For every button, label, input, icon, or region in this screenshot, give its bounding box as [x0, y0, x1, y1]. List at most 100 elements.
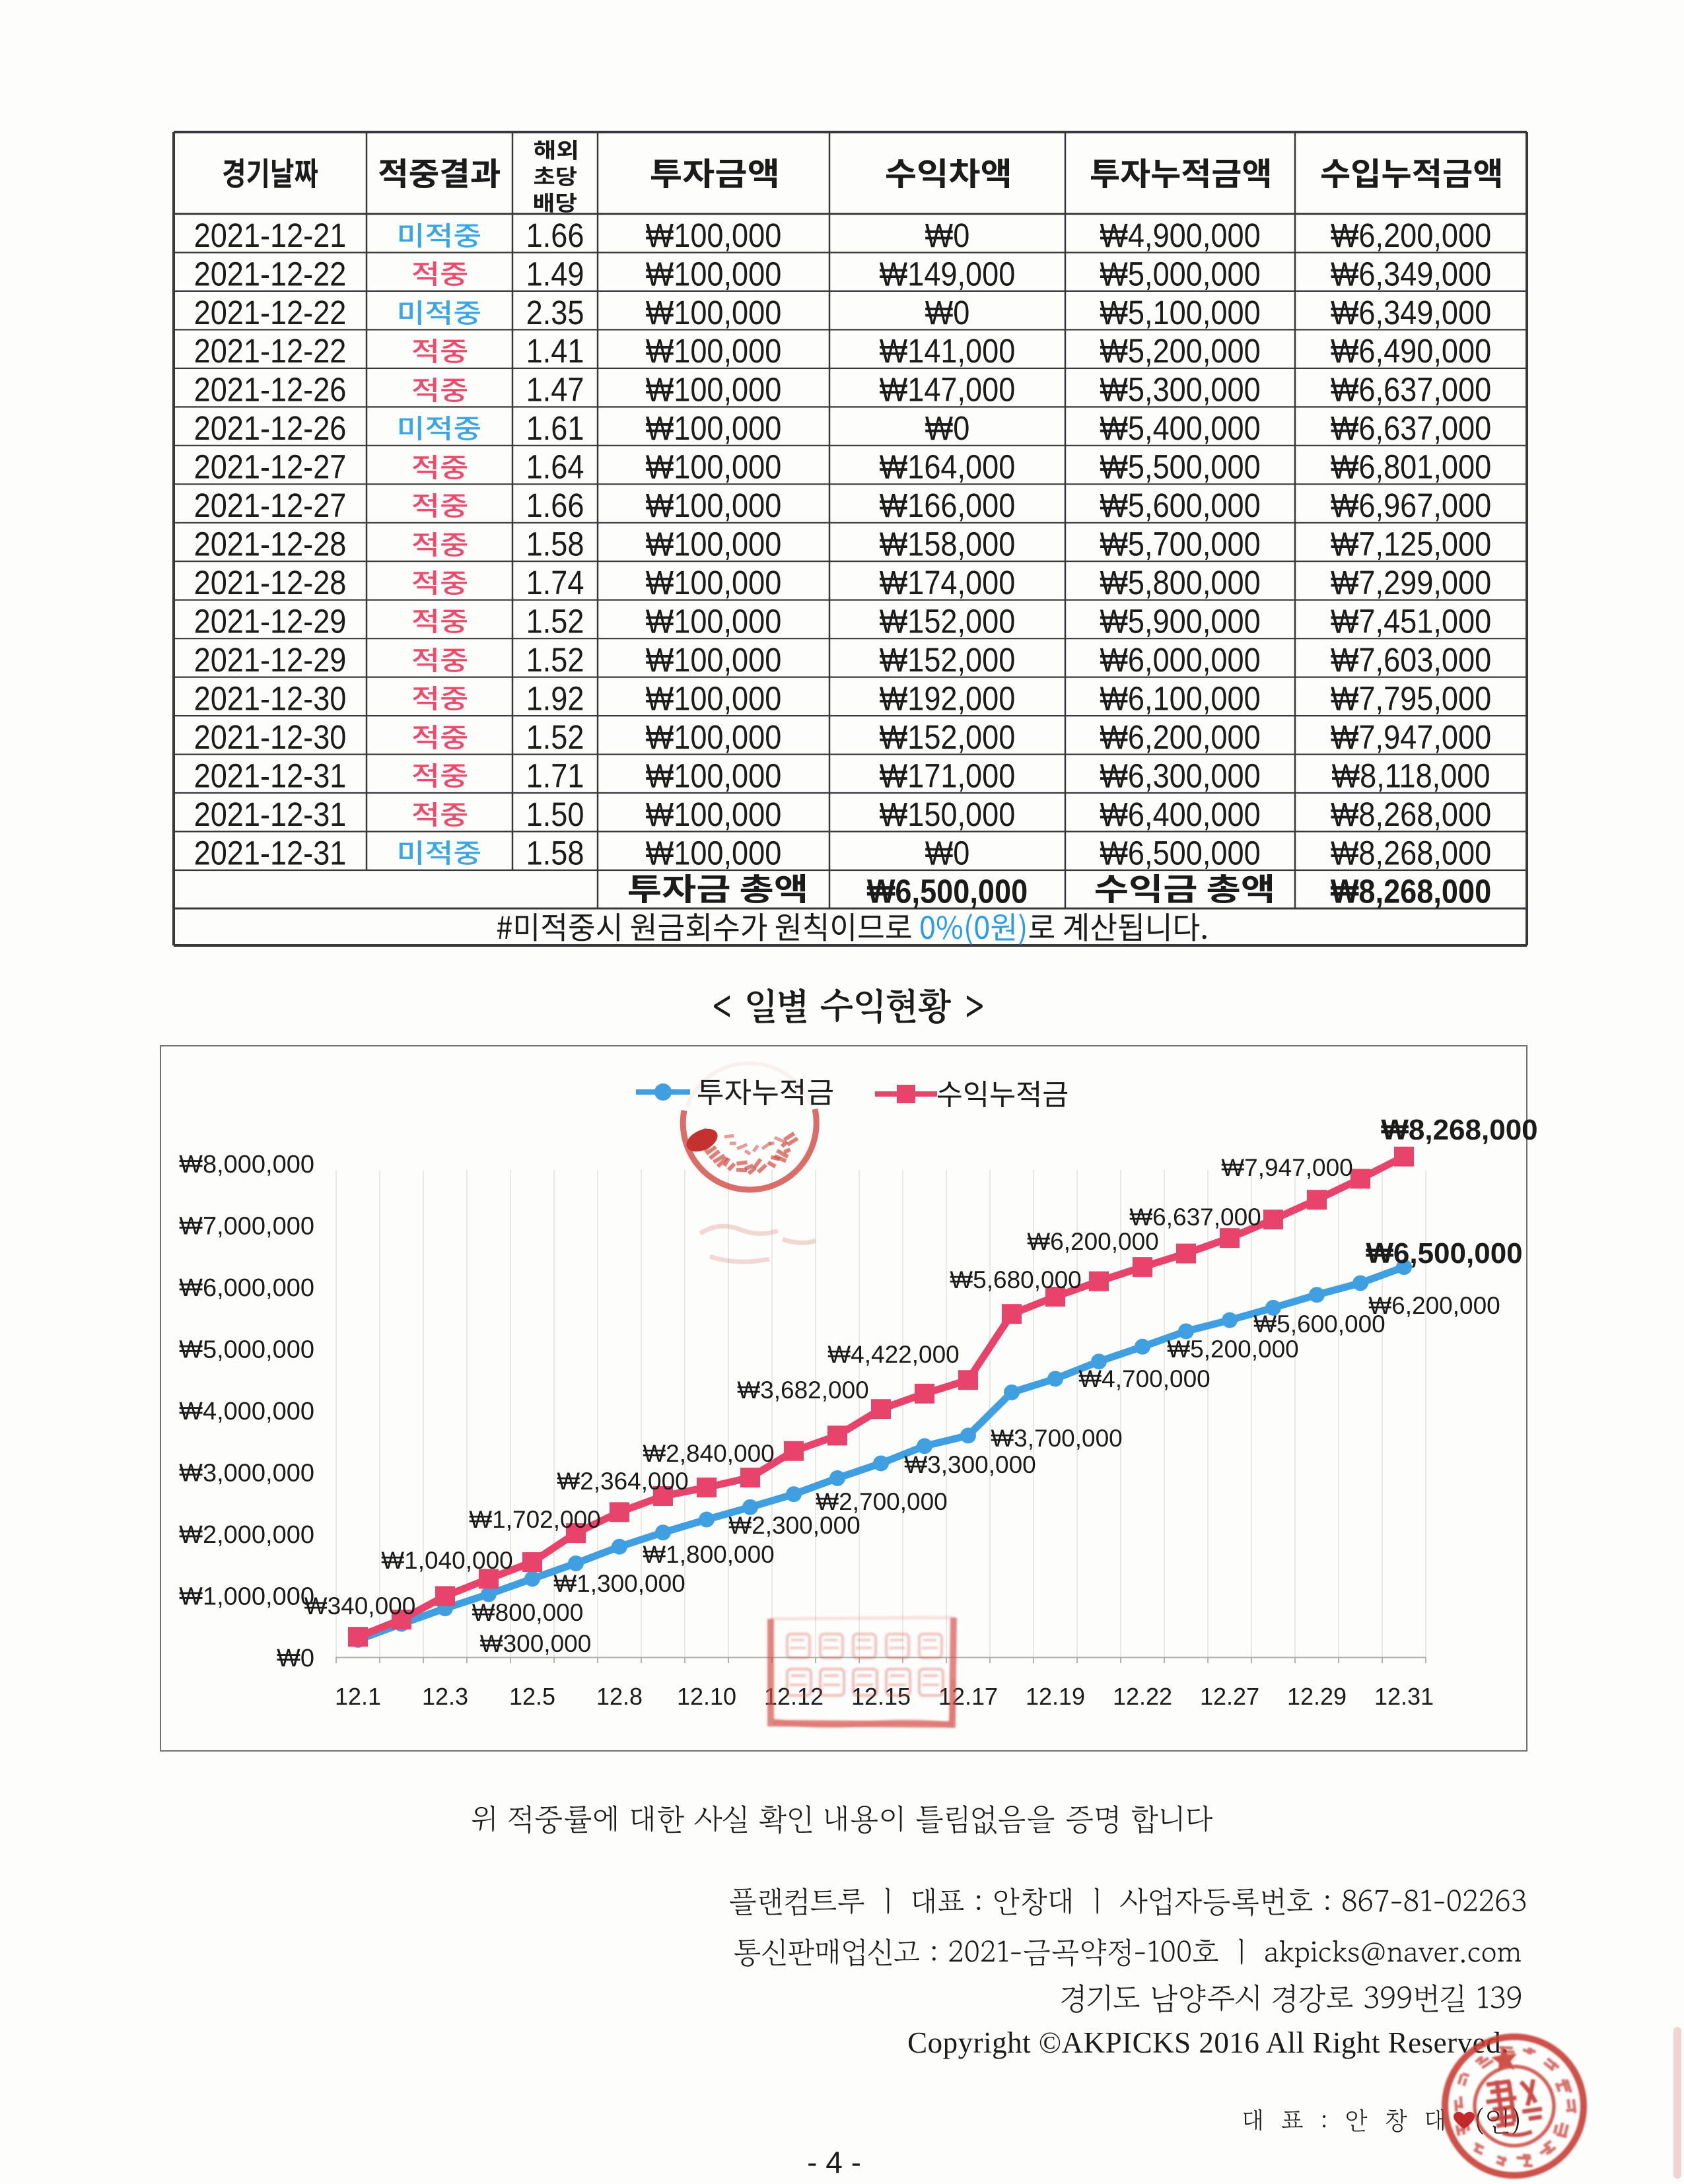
svg-text:1.74: 1.74 [526, 564, 584, 602]
svg-text:₩5,900,000: ₩5,900,000 [1100, 603, 1260, 640]
svg-text:₩2,300,000: ₩2,300,000 [728, 1512, 860, 1539]
svg-text:₩7,451,000: ₩7,451,000 [1331, 603, 1491, 640]
svg-text:₩100,000: ₩100,000 [646, 641, 782, 679]
svg-text:2021-12-31: 2021-12-31 [194, 835, 347, 872]
svg-text:₩174,000: ₩174,000 [880, 564, 1016, 602]
svg-text:₩8,000,000: ₩8,000,000 [179, 1151, 314, 1178]
svg-text:₩6,200,000: ₩6,200,000 [1331, 217, 1491, 254]
svg-text:1.66: 1.66 [526, 217, 584, 254]
svg-text:₩100,000: ₩100,000 [646, 603, 782, 640]
svg-text:2021-12-28: 2021-12-28 [194, 526, 347, 563]
svg-text:2021-12-28: 2021-12-28 [194, 564, 347, 602]
svg-text:₩0: ₩0 [925, 835, 970, 872]
svg-text:₩100,000: ₩100,000 [646, 217, 782, 254]
svg-text:₩4,700,000: ₩4,700,000 [1078, 1365, 1210, 1392]
svg-text:₩100,000: ₩100,000 [646, 526, 782, 563]
svg-text:2021-12-22: 2021-12-22 [194, 333, 347, 370]
svg-text:₩5,680,000: ₩5,680,000 [950, 1266, 1082, 1293]
svg-text:₩8,268,000: ₩8,268,000 [1331, 835, 1491, 872]
svg-text:₩5,700,000: ₩5,700,000 [1100, 526, 1260, 563]
svg-text:₩3,682,000: ₩3,682,000 [737, 1377, 869, 1404]
svg-text:2021-12-30: 2021-12-30 [194, 718, 347, 756]
svg-text:₩5,400,000: ₩5,400,000 [1100, 410, 1260, 448]
svg-text:₩6,637,000: ₩6,637,000 [1129, 1204, 1261, 1231]
svg-text:₩100,000: ₩100,000 [646, 448, 782, 486]
svg-text:₩152,000: ₩152,000 [880, 718, 1016, 756]
svg-text:2.35: 2.35 [526, 294, 584, 331]
svg-text:2021-12-31: 2021-12-31 [194, 796, 347, 833]
svg-text:₩5,800,000: ₩5,800,000 [1100, 564, 1260, 602]
svg-text:₩158,000: ₩158,000 [880, 526, 1016, 563]
svg-text:12.22: 12.22 [1113, 1683, 1172, 1710]
svg-text:₩6,637,000: ₩6,637,000 [1331, 410, 1491, 448]
svg-text:2021-12-27: 2021-12-27 [194, 487, 347, 525]
svg-text:2021-12-26: 2021-12-26 [194, 371, 347, 409]
svg-text:₩340,000: ₩340,000 [304, 1592, 416, 1620]
svg-text:₩171,000: ₩171,000 [880, 757, 1016, 795]
svg-text:₩100,000: ₩100,000 [646, 371, 782, 409]
svg-text:₩6,349,000: ₩6,349,000 [1331, 256, 1491, 293]
svg-text:₩6,200,000: ₩6,200,000 [1368, 1292, 1500, 1319]
svg-text:2021-12-27: 2021-12-27 [194, 448, 347, 486]
svg-text:₩6,349,000: ₩6,349,000 [1331, 294, 1491, 331]
svg-text:₩5,600,000: ₩5,600,000 [1100, 487, 1260, 525]
svg-text:₩0: ₩0 [277, 1645, 314, 1672]
svg-text:2021-12-26: 2021-12-26 [194, 410, 347, 448]
svg-text:₩1,000,000: ₩1,000,000 [179, 1583, 314, 1611]
svg-text:1.66: 1.66 [526, 487, 584, 525]
svg-text:₩5,500,000: ₩5,500,000 [1100, 448, 1260, 486]
svg-text:2021-12-29: 2021-12-29 [194, 641, 347, 679]
svg-text:1.71: 1.71 [526, 757, 584, 795]
svg-text:₩5,600,000: ₩5,600,000 [1253, 1311, 1386, 1338]
svg-text:₩6,967,000: ₩6,967,000 [1331, 487, 1491, 525]
svg-text:₩164,000: ₩164,000 [880, 448, 1016, 486]
svg-text:1.61: 1.61 [526, 410, 584, 448]
svg-text:₩5,000,000: ₩5,000,000 [179, 1336, 314, 1364]
svg-text:₩149,000: ₩149,000 [880, 256, 1016, 293]
svg-text:₩8,268,000: ₩8,268,000 [1331, 873, 1491, 910]
svg-text:₩100,000: ₩100,000 [646, 294, 782, 331]
svg-text:₩7,947,000: ₩7,947,000 [1331, 718, 1491, 756]
svg-text:12.5: 12.5 [509, 1683, 555, 1710]
svg-text:₩5,100,000: ₩5,100,000 [1100, 294, 1260, 331]
svg-text:₩6,000,000: ₩6,000,000 [1100, 641, 1260, 679]
svg-text:₩5,000,000: ₩5,000,000 [1100, 256, 1260, 293]
svg-text:₩5,200,000: ₩5,200,000 [1100, 333, 1260, 370]
svg-text:₩6,500,000: ₩6,500,000 [867, 873, 1028, 910]
svg-text:₩8,268,000: ₩8,268,000 [1381, 1114, 1537, 1146]
svg-text:₩800,000: ₩800,000 [472, 1599, 584, 1626]
svg-text:₩2,364,000: ₩2,364,000 [557, 1468, 689, 1495]
svg-text:₩5,300,000: ₩5,300,000 [1100, 371, 1260, 409]
svg-text:₩1,040,000: ₩1,040,000 [381, 1547, 513, 1574]
svg-text:₩3,300,000: ₩3,300,000 [904, 1451, 1036, 1478]
svg-text:₩8,118,000: ₩8,118,000 [1332, 757, 1491, 795]
svg-text:₩150,000: ₩150,000 [880, 796, 1016, 833]
svg-text:₩100,000: ₩100,000 [646, 333, 782, 370]
svg-text:1.52: 1.52 [526, 641, 584, 679]
svg-text:₩7,795,000: ₩7,795,000 [1331, 680, 1491, 718]
svg-text:1.41: 1.41 [526, 333, 584, 370]
svg-text:1.58: 1.58 [526, 526, 584, 563]
svg-text:₩4,422,000: ₩4,422,000 [827, 1341, 960, 1368]
svg-text:₩7,299,000: ₩7,299,000 [1331, 564, 1491, 602]
svg-text:₩100,000: ₩100,000 [646, 564, 782, 602]
svg-text:₩7,603,000: ₩7,603,000 [1331, 641, 1491, 679]
svg-text:₩100,000: ₩100,000 [646, 757, 782, 795]
svg-text:₩2,000,000: ₩2,000,000 [179, 1521, 314, 1549]
svg-text:1.52: 1.52 [526, 718, 584, 756]
svg-text:₩6,637,000: ₩6,637,000 [1331, 371, 1491, 409]
svg-text:12.8: 12.8 [596, 1683, 643, 1710]
svg-text:1.64: 1.64 [526, 448, 584, 486]
svg-text:₩100,000: ₩100,000 [646, 487, 782, 525]
svg-text:₩6,300,000: ₩6,300,000 [1100, 757, 1260, 795]
svg-text:12.3: 12.3 [422, 1683, 468, 1710]
svg-text:1.52: 1.52 [526, 603, 584, 640]
svg-text:2021-12-22: 2021-12-22 [194, 294, 347, 331]
svg-text:₩4,900,000: ₩4,900,000 [1100, 217, 1260, 254]
svg-text:₩166,000: ₩166,000 [880, 487, 1016, 525]
svg-text:1.58: 1.58 [526, 835, 584, 872]
svg-text:₩7,947,000: ₩7,947,000 [1221, 1154, 1353, 1181]
svg-text:₩152,000: ₩152,000 [880, 603, 1016, 640]
svg-text:₩192,000: ₩192,000 [880, 680, 1016, 718]
svg-text:₩100,000: ₩100,000 [646, 410, 782, 448]
